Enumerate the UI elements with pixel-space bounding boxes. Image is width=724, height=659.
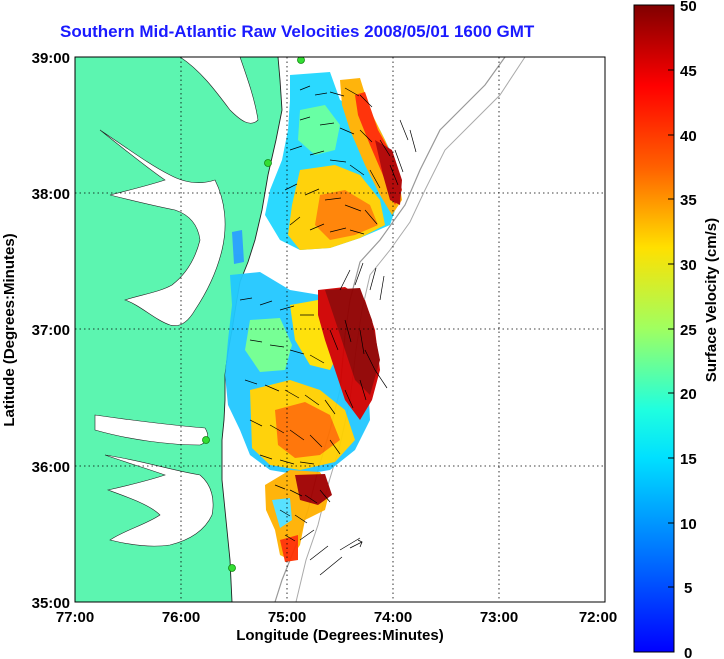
- y-tick-label: 39:00: [32, 50, 70, 67]
- station-marker: [202, 436, 210, 444]
- colorbar-ticks: [668, 69, 674, 588]
- x-tick-label: 75:00: [268, 609, 306, 626]
- x-tick-label: 77:00: [56, 609, 94, 626]
- y-tick-label: 38:00: [32, 186, 70, 203]
- colorbar-label: Surface Velocity (cm/s): [703, 218, 720, 382]
- y-axis-label: Latitude (Degrees:Minutes): [1, 233, 18, 426]
- delaware-bay: [179, 57, 259, 124]
- station-marker: [228, 564, 236, 572]
- colorbar-tick-label: 10: [680, 516, 697, 533]
- station-marker: [297, 57, 305, 64]
- velocity-field: [225, 72, 402, 562]
- station-marker: [264, 159, 272, 167]
- chesapeake-bay: [99, 129, 226, 327]
- colorbar-tick-label: 45: [680, 63, 697, 80]
- colorbar-gradient: [633, 4, 675, 653]
- colorbar-tick-label: 40: [680, 128, 697, 145]
- colorbar-tick-label: 5: [684, 580, 692, 597]
- station-markers: [202, 57, 305, 572]
- colorbar-tick-label: 25: [680, 322, 697, 339]
- colorbar-tick-label: 15: [680, 451, 697, 468]
- x-tick-label: 72:00: [579, 609, 617, 626]
- pamlico-sound: [104, 454, 214, 547]
- colorbar-tick-label: 35: [680, 192, 697, 209]
- y-axis: 39:00 38:00 37:00 36:00 35:00 Latitude (…: [1, 50, 70, 612]
- colorbar: 50 45 40 35 30 25 20 15 10 5 0 Surface V…: [633, 0, 720, 659]
- y-tick-label: 37:00: [32, 322, 70, 339]
- x-tick-label: 76:00: [162, 609, 200, 626]
- colorbar-tick-label: 30: [680, 257, 697, 274]
- y-tick-label: 36:00: [32, 459, 70, 476]
- x-axis: 77:00 76:00 75:00 74:00 73:00 72:00 Long…: [56, 609, 617, 644]
- x-tick-label: 74:00: [374, 609, 412, 626]
- y-tick-label: 35:00: [32, 595, 70, 612]
- colorbar-tick-label: 50: [680, 0, 697, 15]
- chart-title: Southern Mid-Atlantic Raw Velocities 200…: [60, 22, 535, 41]
- x-axis-label: Longitude (Degrees:Minutes): [236, 627, 444, 644]
- grid-lines: [75, 57, 605, 602]
- x-tick-label: 73:00: [480, 609, 518, 626]
- colorbar-tick-label: 0: [684, 645, 692, 659]
- colorbar-tick-label: 20: [680, 386, 697, 403]
